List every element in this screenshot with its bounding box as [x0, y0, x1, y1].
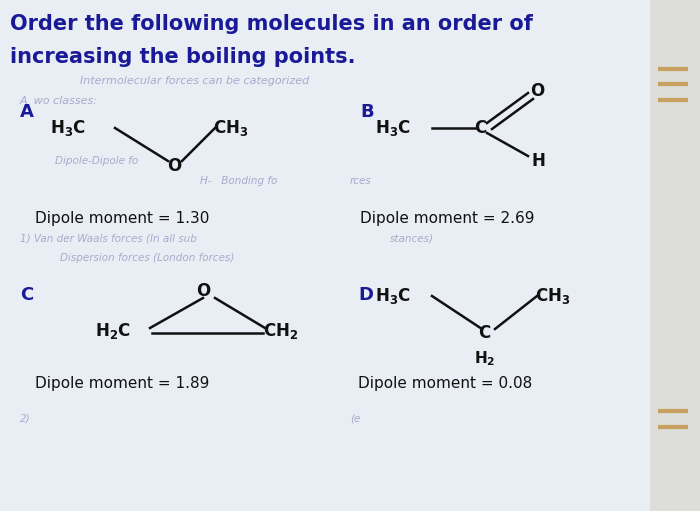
Text: Intermolecular forces can be categorized: Intermolecular forces can be categorized	[80, 76, 309, 86]
Text: $\mathbf{O}$: $\mathbf{O}$	[530, 82, 545, 100]
Text: $\mathbf{CH_3}$: $\mathbf{CH_3}$	[535, 286, 570, 306]
Text: (e: (e	[350, 413, 360, 423]
Text: $\mathbf{CH_2}$: $\mathbf{CH_2}$	[263, 321, 298, 341]
Text: $\mathbf{H_3C}$: $\mathbf{H_3C}$	[375, 286, 411, 306]
Text: C: C	[20, 286, 34, 304]
Text: A: A	[20, 103, 34, 121]
Text: Dispersion forces (London forces): Dispersion forces (London forces)	[60, 253, 234, 263]
FancyBboxPatch shape	[650, 0, 700, 511]
Text: $\mathbf{H}$: $\mathbf{H}$	[531, 152, 545, 170]
Text: Dipole moment = 1.89: Dipole moment = 1.89	[35, 376, 209, 391]
Text: D: D	[358, 286, 373, 304]
Text: $\mathbf{O}$: $\mathbf{O}$	[167, 157, 183, 175]
Text: Dipole moment = 0.08: Dipole moment = 0.08	[358, 376, 532, 391]
Text: $\mathbf{C}$: $\mathbf{C}$	[478, 324, 491, 342]
Text: $\mathbf{CH_3}$: $\mathbf{CH_3}$	[213, 118, 248, 138]
Text: $\mathbf{C}$: $\mathbf{C}$	[474, 119, 487, 137]
Text: Order the following molecules in an order of: Order the following molecules in an orde…	[10, 14, 533, 34]
Text: 2): 2)	[20, 413, 31, 423]
Text: A  wo classes:: A wo classes:	[20, 96, 98, 106]
Text: rces: rces	[350, 176, 372, 186]
Text: $\mathbf{H_3C}$: $\mathbf{H_3C}$	[375, 118, 411, 138]
Text: stances): stances)	[390, 233, 434, 243]
Text: Dipole-Dipole fo: Dipole-Dipole fo	[55, 156, 139, 166]
Text: Dipole moment = 2.69: Dipole moment = 2.69	[360, 211, 535, 226]
Text: 1) Van der Waals forces (In all sub: 1) Van der Waals forces (In all sub	[20, 233, 197, 243]
Text: H-   Bonding fo: H- Bonding fo	[200, 176, 277, 186]
Text: Dipole moment = 1.30: Dipole moment = 1.30	[35, 211, 209, 226]
Text: B: B	[360, 103, 374, 121]
Text: $\mathbf{O}$: $\mathbf{O}$	[196, 282, 211, 300]
Text: $\mathbf{H_2C}$: $\mathbf{H_2C}$	[95, 321, 131, 341]
Text: increasing the boiling points.: increasing the boiling points.	[10, 47, 356, 67]
Text: $\mathbf{H_3C}$: $\mathbf{H_3C}$	[50, 118, 86, 138]
Text: $\mathbf{H_2}$: $\mathbf{H_2}$	[475, 350, 496, 368]
